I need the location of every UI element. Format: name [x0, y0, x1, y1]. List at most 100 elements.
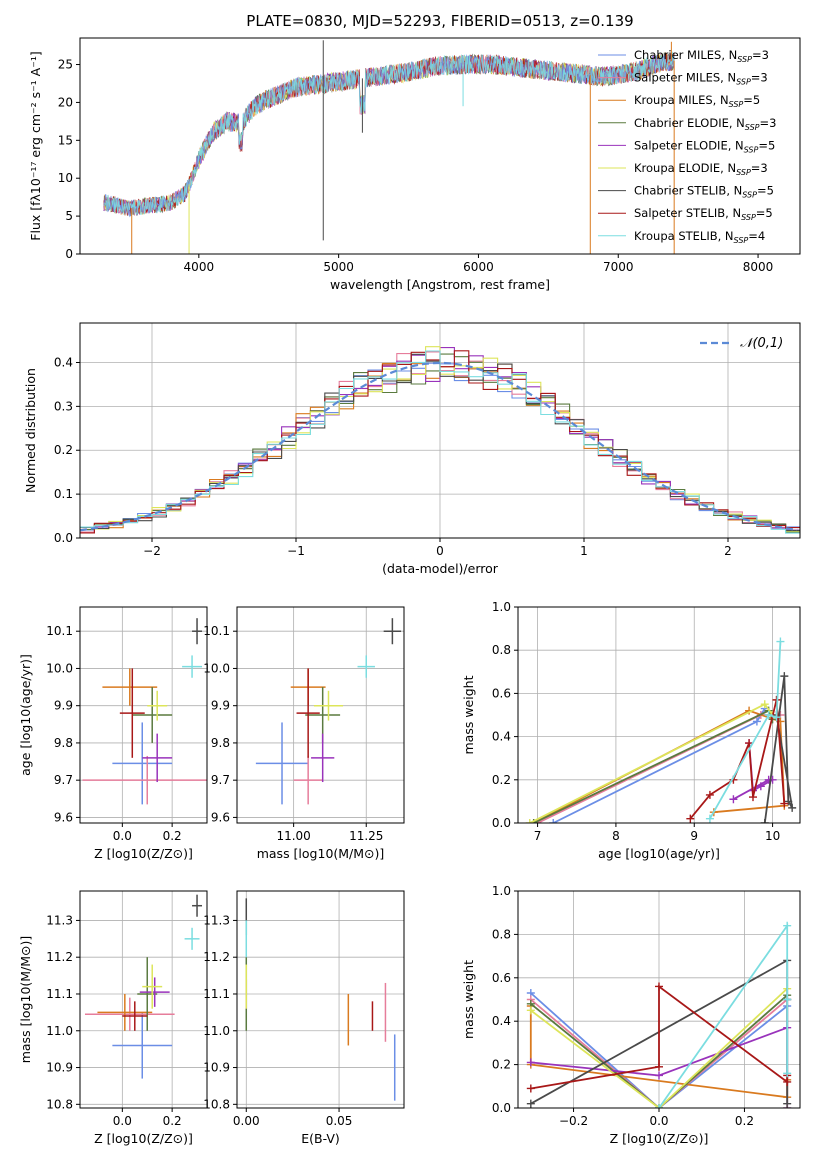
- y-tick-label: 9.8: [211, 736, 230, 750]
- x-tick-label: 7: [534, 829, 542, 843]
- x-tick-label: 0.0: [113, 1114, 132, 1128]
- y-tick-label: 0.4: [492, 730, 511, 744]
- y-tick-label: 11.3: [203, 913, 230, 927]
- y-tick-label: 9.9: [211, 699, 230, 713]
- x-tick-label: 7000: [603, 260, 634, 274]
- x-tick-label: −1: [287, 544, 305, 558]
- y-axis-label: Flux [fλ10⁻¹⁷ erg cm⁻² s⁻¹ A⁻¹]: [28, 51, 43, 240]
- y-tick-label: 10.8: [46, 1097, 73, 1111]
- x-tick-label: 0.0: [649, 1114, 668, 1128]
- y-tick-label: 10.0: [203, 661, 230, 675]
- axes-frame: [79, 606, 208, 824]
- weight-marker-7: [686, 814, 695, 823]
- axes-residuals: −2 −1 0 1 2 0.0 0.1 0.2 0.3 0.4 (data-model)/error…: [23, 322, 801, 576]
- x-axis-label: Z [log10(Z/Z⊙)]: [94, 1131, 193, 1146]
- y-tick-label: 1.0: [492, 884, 511, 898]
- axes-age-vs-mass: 11.00 11.25 9.6 9.7 9.8 9.9 10.0 10.1 mass [log1…: [203, 606, 405, 861]
- y-tick-label: 15: [58, 133, 73, 147]
- histogram-series-8: [80, 350, 800, 534]
- legend-entry: Kroupa MILES, NSSP=5: [634, 93, 760, 109]
- weight-marker-6: [760, 819, 769, 823]
- y-tick-label: 0.0: [54, 531, 73, 545]
- legend-entry: Kroupa ELODIE, NSSP=3: [634, 161, 768, 177]
- weight-marker-8: [772, 713, 781, 722]
- y-tick-label: 9.7: [54, 773, 73, 787]
- y-tick-label: 10: [58, 171, 73, 185]
- x-tick-label: 0.2: [163, 1114, 182, 1128]
- plot-area-age-vs-Z: [82, 618, 207, 805]
- weight-line-0: [552, 708, 766, 823]
- legend-entry: Kroupa STELIB, NSSP=4: [634, 229, 765, 245]
- y-axis-label: mass weight: [461, 675, 476, 754]
- y-tick-label: 10.1: [203, 624, 230, 638]
- gaussian-curve: [80, 361, 798, 532]
- weight-marker-4: [655, 1071, 663, 1080]
- y-tick-label: 0.2: [492, 773, 511, 787]
- weight-marker-7: [655, 1062, 663, 1071]
- axes-frame: [79, 37, 801, 255]
- plot-area-weight-vs-age: [525, 637, 797, 823]
- weight-marker-0: [752, 717, 761, 726]
- y-tick-label: 0.8: [492, 643, 511, 657]
- y-tick-label: 9.9: [54, 699, 73, 713]
- axes-mass-vs-Z: 0.0 0.2 10.8 10.9 11.0 11.1 11.2 11.3 Z [log10(Z…: [18, 890, 208, 1146]
- weight-line-3: [530, 994, 788, 1108]
- weight-line-8: [658, 922, 789, 1108]
- y-tick-label: 1.0: [492, 600, 511, 614]
- x-tick-label: 1: [580, 544, 588, 558]
- x-tick-label: 4000: [184, 260, 215, 274]
- x-tick-label: 5000: [323, 260, 354, 274]
- x-tick-label: 0.0: [113, 829, 132, 843]
- y-tick-label: 25: [58, 58, 73, 72]
- y-tick-label: 11.1: [46, 987, 73, 1001]
- y-tick-label: 0.4: [492, 1014, 511, 1028]
- x-tick-label: 11.00: [276, 829, 310, 843]
- y-tick-label: 10.0: [46, 661, 73, 675]
- y-tick-label: 11.0: [203, 1024, 230, 1038]
- x-tick-label: 9: [690, 829, 698, 843]
- x-axis-label: (data-model)/error: [382, 561, 499, 576]
- weight-marker-8: [705, 814, 714, 823]
- weight-marker-8: [783, 921, 792, 930]
- y-axis-label: mass weight: [461, 960, 476, 1039]
- axes-weight-vs-age: 7 8 9 10 0.0 0.2 0.4 0.6 0.8 1.0 age [log10(age/yr…: [461, 600, 801, 861]
- y-tick-label: 10.1: [46, 624, 73, 638]
- weight-marker-4: [729, 795, 738, 804]
- weight-marker-7: [780, 799, 789, 808]
- y-tick-label: 0: [65, 247, 73, 261]
- plot-area-mass-vs-EBV: [245, 898, 396, 1101]
- y-tick-label: 9.6: [54, 810, 73, 824]
- y-tick-label: 9.6: [211, 810, 230, 824]
- x-tick-label: 0: [436, 544, 444, 558]
- legend-entry: Salpeter ELODIE, NSSP=5: [634, 138, 775, 154]
- weight-marker-7: [655, 982, 663, 991]
- weight-line-1: [537, 714, 781, 823]
- y-tick-label: 0.6: [492, 686, 511, 700]
- weight-marker-5: [525, 819, 534, 823]
- x-tick-label: 0.2: [735, 1114, 754, 1128]
- plot-area-mass-vs-Z: [84, 894, 203, 1079]
- weight-marker-6: [780, 672, 789, 681]
- x-tick-label: 8000: [743, 260, 774, 274]
- weight-marker-0: [549, 819, 558, 823]
- plot-area-spectrum: [103, 40, 675, 254]
- y-tick-label: 11.2: [46, 950, 73, 964]
- weight-marker-6: [526, 1099, 535, 1108]
- plot-area-weight-vs-Z: [526, 921, 792, 1108]
- legend-entry: Salpeter STELIB, NSSP=5: [634, 206, 773, 222]
- y-tick-label: 0.3: [54, 399, 73, 413]
- y-tick-label: 0.8: [492, 927, 511, 941]
- y-tick-label: 9.8: [54, 736, 73, 750]
- y-tick-label: 10.8: [203, 1097, 230, 1111]
- plot-area-age-vs-mass: [255, 618, 402, 805]
- y-tick-label: 0.2: [492, 1058, 511, 1072]
- weight-marker-4: [756, 782, 765, 791]
- x-tick-label: 2: [724, 544, 732, 558]
- weight-marker-7: [705, 790, 714, 799]
- y-tick-label: 5: [65, 209, 73, 223]
- x-tick-label: 0.05: [326, 1114, 353, 1128]
- x-tick-label: −0.2: [559, 1114, 588, 1128]
- axes-frame: [236, 606, 405, 824]
- x-axis-label: age [log10(age/yr)]: [598, 846, 720, 861]
- axes-frame: [236, 890, 405, 1109]
